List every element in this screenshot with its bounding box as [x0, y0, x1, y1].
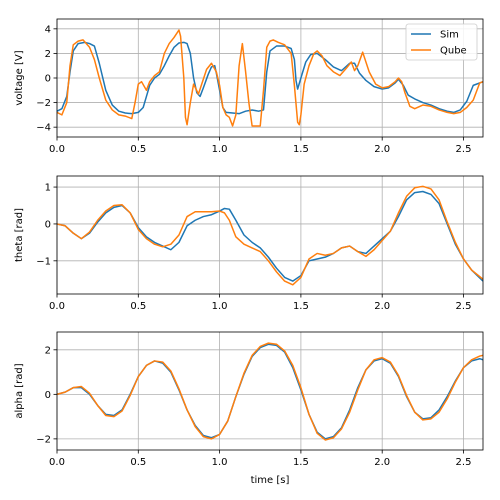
x-tick-label: 1.5 — [293, 301, 309, 312]
y-axis-label: theta [rad] — [14, 208, 25, 262]
axes-frame — [56, 175, 484, 295]
y-axis-label: voltage [V] — [14, 50, 25, 105]
legend-label-qube: Qube — [440, 46, 467, 57]
x-tick-label: 1.5 — [293, 457, 309, 468]
x-axis-label: time [s] — [251, 475, 290, 486]
x-tick-label: 2.5 — [456, 301, 472, 312]
y-tick-label: −1 — [36, 256, 51, 267]
series-line-sim — [57, 343, 483, 440]
y-tick-label: 2 — [45, 49, 51, 60]
y-tick-label: 0 — [45, 74, 51, 85]
x-tick-label: 1.5 — [293, 144, 309, 155]
series-line-sim — [57, 41, 483, 115]
x-tick-label: 1.0 — [212, 144, 228, 155]
x-tick-label: 2.0 — [374, 301, 390, 312]
x-tick-label: 0.0 — [49, 301, 65, 312]
x-tick-label: 0.5 — [130, 144, 146, 155]
x-tick-label: 0.5 — [130, 301, 146, 312]
y-tick-label: 1 — [45, 183, 51, 194]
x-tick-label: 0.0 — [49, 144, 65, 155]
y-tick-label: −4 — [36, 123, 51, 134]
x-tick-label: 1.0 — [212, 457, 228, 468]
x-tick-label: 2.0 — [374, 144, 390, 155]
x-tick-label: 2.0 — [374, 457, 390, 468]
x-tick-label: 2.5 — [456, 144, 472, 155]
y-tick-label: −2 — [36, 98, 51, 109]
y-tick-label: 4 — [45, 24, 51, 35]
series-line-qube — [57, 29, 483, 127]
x-tick-label: 0.0 — [49, 457, 65, 468]
x-tick-label: 2.5 — [456, 457, 472, 468]
subplot-3: 0.0 0.5 1.0 1.5 2.0 2.5 −2 0 2 alpha [rad] time [s… — [14, 331, 484, 486]
y-tick-label: 0 — [45, 219, 51, 230]
y-tick-label: −2 — [36, 434, 51, 445]
series-line-qube — [57, 342, 483, 441]
subplot-2: 0.0 0.5 1.0 1.5 2.0 2.5 −1 0 1 theta [rad] — [14, 175, 484, 312]
x-tick-label: 1.0 — [212, 301, 228, 312]
legend-box — [405, 23, 478, 61]
y-tick-label: 0 — [45, 390, 51, 401]
axes-frame — [56, 331, 484, 451]
y-tick-label: 2 — [45, 345, 51, 356]
x-tick-label: 0.5 — [130, 457, 146, 468]
y-axis-label: alpha [rad] — [14, 363, 25, 418]
legend-label-sim: Sim — [440, 30, 459, 41]
series-line-qube — [57, 185, 483, 286]
subplot-1: 0.0 0.5 1.0 1.5 2.0 2.5 −4 −2 0 2 4 voltage [V] Sim Q… — [14, 18, 484, 155]
legend: Sim Qube — [405, 23, 478, 61]
